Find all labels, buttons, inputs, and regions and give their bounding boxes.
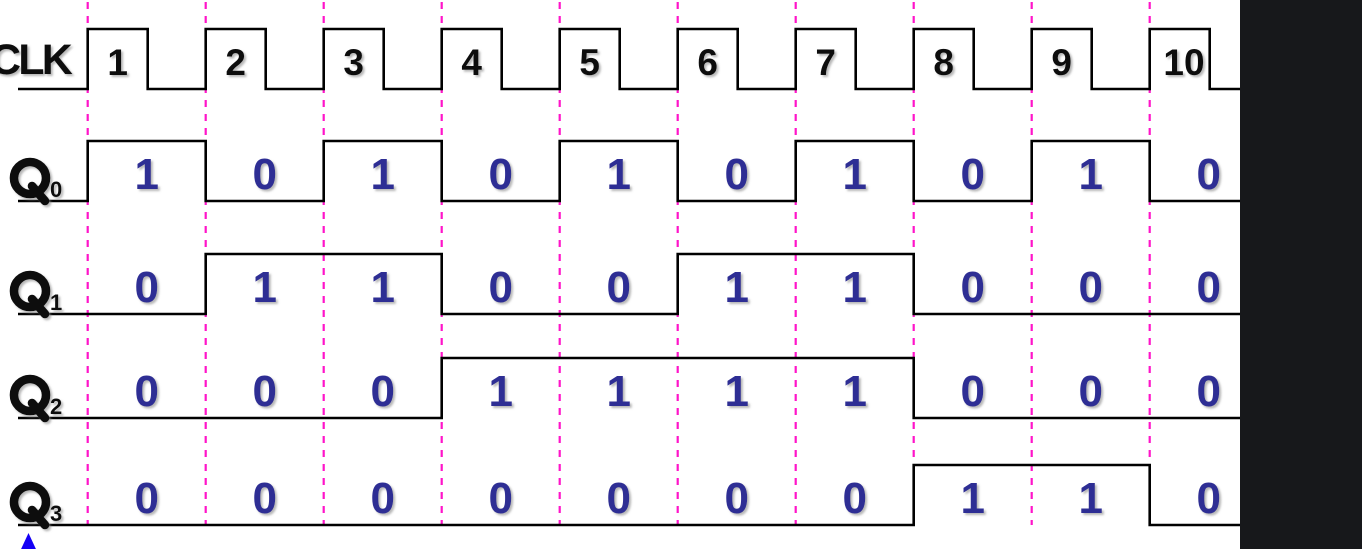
- svg-text:0: 0: [370, 367, 394, 416]
- svg-text:1: 1: [842, 367, 866, 416]
- svg-text:0: 0: [960, 367, 984, 416]
- svg-text:7: 7: [815, 42, 836, 83]
- svg-text:0: 0: [1078, 263, 1102, 312]
- svg-text:1: 1: [1078, 474, 1102, 523]
- svg-text:1: 1: [488, 367, 512, 416]
- svg-text:0: 0: [50, 177, 62, 202]
- svg-text:0: 0: [488, 150, 512, 199]
- svg-text:0: 0: [1196, 367, 1220, 416]
- svg-text:1: 1: [606, 150, 630, 199]
- svg-text:0: 0: [488, 263, 512, 312]
- svg-text:0: 0: [134, 367, 158, 416]
- svg-text:1: 1: [370, 150, 394, 199]
- svg-text:0: 0: [370, 474, 394, 523]
- svg-text:0: 0: [1196, 150, 1220, 199]
- svg-text:3: 3: [50, 501, 62, 526]
- svg-text:0: 0: [134, 474, 158, 523]
- svg-text:1: 1: [842, 150, 866, 199]
- svg-text:0: 0: [252, 474, 276, 523]
- svg-text:0: 0: [1196, 263, 1220, 312]
- svg-text:1: 1: [50, 290, 62, 315]
- svg-text:1: 1: [960, 474, 984, 523]
- svg-text:1: 1: [107, 42, 128, 83]
- svg-text:1: 1: [370, 263, 394, 312]
- svg-text:6: 6: [697, 42, 718, 83]
- svg-text:0: 0: [1196, 474, 1220, 523]
- svg-text:4: 4: [461, 42, 482, 83]
- svg-text:1: 1: [606, 367, 630, 416]
- svg-text:10: 10: [1163, 42, 1204, 83]
- svg-text:1: 1: [842, 263, 866, 312]
- svg-text:2: 2: [50, 394, 62, 419]
- svg-text:3: 3: [343, 42, 364, 83]
- svg-text:2: 2: [225, 42, 246, 83]
- svg-text:5: 5: [579, 42, 600, 83]
- svg-text:0: 0: [842, 474, 866, 523]
- svg-text:1: 1: [1078, 150, 1102, 199]
- svg-text:0: 0: [606, 474, 630, 523]
- svg-text:0: 0: [724, 474, 748, 523]
- svg-text:1: 1: [134, 150, 158, 199]
- svg-text:0: 0: [488, 474, 512, 523]
- svg-text:0: 0: [252, 150, 276, 199]
- svg-text:0: 0: [1078, 367, 1102, 416]
- svg-text:0: 0: [134, 263, 158, 312]
- svg-text:1: 1: [252, 263, 276, 312]
- svg-text:0: 0: [724, 150, 748, 199]
- svg-text:9: 9: [1051, 42, 1072, 83]
- svg-text:0: 0: [252, 367, 276, 416]
- svg-text:8: 8: [933, 42, 954, 83]
- svg-text:0: 0: [960, 263, 984, 312]
- svg-text:0: 0: [960, 150, 984, 199]
- svg-text:1: 1: [724, 367, 748, 416]
- svg-text:0: 0: [606, 263, 630, 312]
- svg-text:CLK: CLK: [0, 36, 73, 84]
- svg-text:1: 1: [724, 263, 748, 312]
